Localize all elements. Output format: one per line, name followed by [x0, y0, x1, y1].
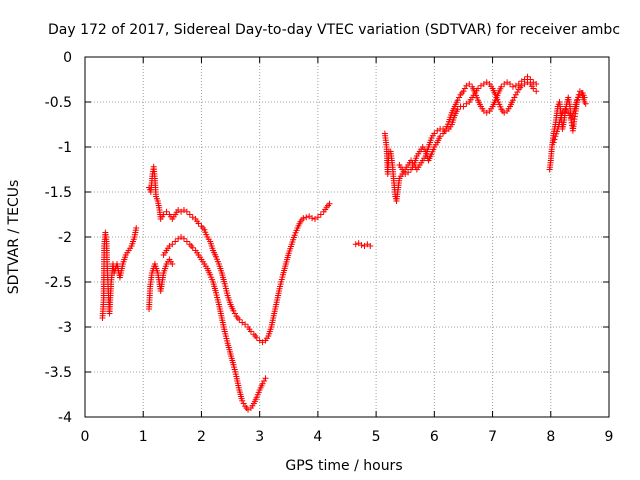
data-point — [239, 397, 246, 404]
data-point — [261, 378, 268, 384]
data-point — [242, 321, 249, 328]
data-point — [530, 85, 537, 92]
data-point — [240, 400, 247, 407]
data-point — [230, 307, 237, 314]
data-point — [189, 244, 196, 251]
data-point — [524, 73, 531, 80]
x-tick-label: 1 — [139, 429, 148, 445]
data-point — [581, 94, 588, 101]
data-point — [133, 225, 140, 231]
data-point — [160, 211, 167, 218]
y-tick-label: -1.5 — [45, 185, 72, 201]
data-point — [262, 375, 269, 382]
data-point — [314, 214, 321, 221]
data-point — [460, 103, 467, 110]
data-point — [533, 88, 540, 95]
y-tick-label: -4 — [58, 410, 72, 426]
x-tick-label: 3 — [255, 429, 264, 445]
data-point — [180, 235, 187, 242]
data-point — [550, 139, 557, 146]
y-tick-label: -3 — [58, 320, 72, 336]
data-point — [326, 200, 333, 207]
data-point — [169, 241, 176, 248]
x-tick-label: 8 — [546, 429, 555, 445]
data-points — [99, 73, 589, 413]
data-point — [461, 85, 468, 92]
y-axis-label: SDTVAR / TECUs — [6, 180, 22, 295]
data-point — [460, 88, 467, 95]
data-point — [231, 310, 238, 317]
data-point — [358, 242, 365, 249]
data-point — [509, 83, 516, 90]
grid-lines — [85, 57, 609, 417]
data-point — [512, 91, 519, 98]
data-point — [515, 81, 522, 87]
data-point — [551, 136, 558, 143]
data-point — [317, 211, 324, 218]
y-tick-label: -2.5 — [45, 275, 72, 291]
chart-title: Day 172 of 2017, Sidereal Day-to-day VTE… — [48, 22, 620, 38]
data-point — [236, 316, 243, 323]
axis-ticks: 0 1 2 3 4 5 6 7 8 9 0 -0.5 -1 -1.5 -2 -2.5 -3 -3.5 -4 — [45, 50, 614, 445]
data-point — [582, 100, 589, 107]
data-point — [565, 109, 572, 116]
data-point — [454, 97, 461, 104]
y-tick-label: -0.5 — [45, 95, 72, 111]
data-point — [437, 133, 444, 140]
data-point — [431, 130, 438, 137]
data-point — [507, 81, 514, 87]
data-point — [183, 238, 190, 245]
data-point — [527, 76, 534, 83]
data-point — [352, 241, 359, 248]
data-point — [163, 208, 170, 215]
x-tick-label: 5 — [372, 429, 381, 445]
data-point — [253, 334, 260, 341]
data-point — [466, 81, 473, 87]
data-point — [514, 89, 521, 96]
data-point — [533, 81, 540, 87]
data-point — [183, 208, 190, 215]
data-point — [303, 214, 310, 221]
x-tick-label: 9 — [605, 429, 614, 445]
data-point — [498, 83, 505, 90]
data-point — [521, 76, 528, 83]
data-point — [367, 243, 374, 249]
data-point — [511, 94, 518, 101]
data-point — [300, 215, 307, 222]
y-tick-label: -1 — [58, 140, 72, 156]
x-tick-label: 4 — [313, 429, 322, 445]
x-axis-label: GPS time / hours — [285, 458, 402, 474]
data-point — [573, 97, 580, 104]
x-tick-label: 7 — [488, 429, 497, 445]
x-tick-label: 0 — [81, 429, 90, 445]
data-point — [405, 169, 412, 176]
data-point — [309, 215, 316, 222]
data-point — [259, 380, 266, 387]
y-tick-label: -3.5 — [45, 365, 72, 381]
x-tick-label: 2 — [197, 429, 206, 445]
y-tick-label: 0 — [63, 50, 72, 66]
data-point — [509, 97, 516, 104]
data-point — [172, 238, 179, 245]
data-point — [186, 211, 193, 218]
data-point — [454, 106, 461, 113]
x-tick-label: 6 — [430, 429, 439, 445]
data-point — [575, 94, 582, 101]
data-point — [195, 220, 202, 227]
data-point — [247, 328, 254, 335]
data-point — [169, 261, 176, 267]
y-tick-label: -2 — [58, 230, 72, 246]
data-point — [456, 94, 463, 101]
